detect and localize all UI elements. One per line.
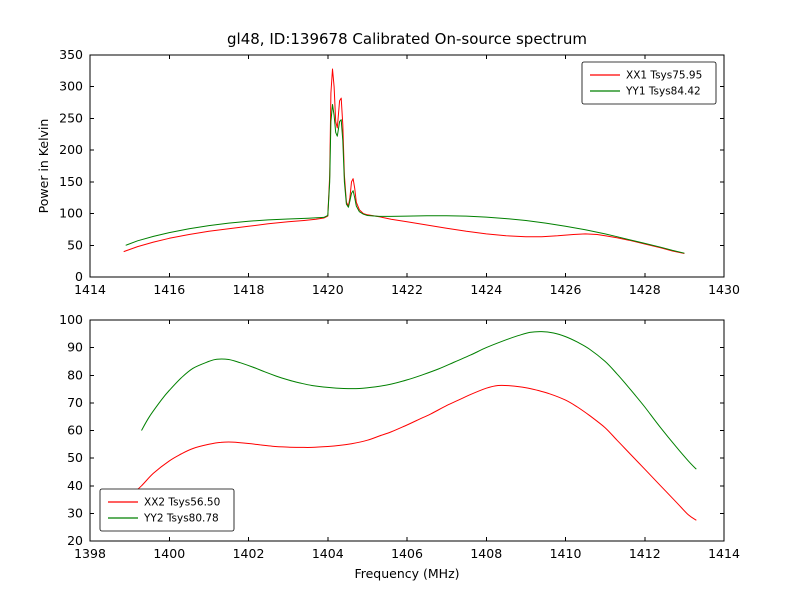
- bottom-x-axis-label: Frequency (MHz): [354, 566, 459, 581]
- legend-label: YY1 Tsys84.42: [625, 86, 701, 98]
- legend-label: XX2 Tsys56.50: [144, 497, 220, 509]
- x-tick-label: 1422: [391, 282, 423, 297]
- legend-label: XX1 Tsys75.95: [626, 70, 702, 82]
- figure-title: gl48, ID:139678 Calibrated On-source spe…: [227, 30, 587, 48]
- y-tick-label: 150: [59, 174, 83, 189]
- x-tick-label: 1418: [233, 282, 265, 297]
- x-tick-label: 1404: [312, 546, 344, 561]
- y-tick-label: 80: [67, 367, 83, 382]
- y-tick-label: 0: [75, 269, 83, 284]
- x-tick-label: 1420: [312, 282, 344, 297]
- x-tick-label: 1400: [153, 546, 185, 561]
- y-tick-label: 50: [67, 237, 83, 252]
- series-line: [141, 331, 697, 470]
- x-tick-label: 1406: [391, 546, 423, 561]
- x-tick-label: 1408: [470, 546, 502, 561]
- legend-box: [99, 488, 235, 532]
- x-tick-label: 1412: [629, 546, 661, 561]
- legend-box: [581, 61, 717, 105]
- series-line: [123, 68, 685, 254]
- y-tick-label: 50: [67, 450, 83, 465]
- x-tick-label: 1410: [550, 546, 582, 561]
- axes-frame: [89, 54, 725, 278]
- x-tick-label: 1398: [74, 546, 106, 561]
- x-tick-label: 1430: [708, 282, 740, 297]
- y-tick-label: 30: [67, 505, 83, 520]
- y-tick-label: 20: [67, 533, 83, 548]
- bottom-subplot: 1398 1400 1402 1404 1406 1408 1410 1412 1414 20 30…: [59, 312, 740, 561]
- x-tick-label: 1416: [153, 282, 185, 297]
- legend-label: YY2 Tsys80.78: [143, 513, 219, 525]
- y-tick-label: 60: [67, 423, 83, 438]
- y-tick-label: 40: [67, 478, 83, 493]
- y-tick-label: 90: [67, 340, 83, 355]
- y-tick-label: 250: [59, 110, 83, 125]
- top-y-axis-label: Power in Kelvin: [36, 119, 51, 214]
- x-tick-label: 1414: [74, 282, 106, 297]
- y-tick-label: 200: [59, 142, 83, 157]
- series-line: [125, 104, 685, 254]
- x-tick-label: 1424: [470, 282, 502, 297]
- x-tick-label: 1426: [550, 282, 582, 297]
- series-line: [129, 384, 697, 521]
- x-tick-label: 1402: [233, 546, 265, 561]
- y-tick-label: 100: [59, 312, 83, 327]
- x-tick-label: 1414: [708, 546, 740, 561]
- y-tick-label: 300: [59, 79, 83, 94]
- top-subplot: 1414 1416 1418 1420 1422 1424 1426 1428 1430 0 50 1…: [59, 47, 740, 297]
- axes-frame: [89, 319, 725, 542]
- x-tick-label: 1428: [629, 282, 661, 297]
- y-tick-label: 100: [59, 206, 83, 221]
- y-tick-label: 350: [59, 47, 83, 62]
- y-tick-label: 70: [67, 395, 83, 410]
